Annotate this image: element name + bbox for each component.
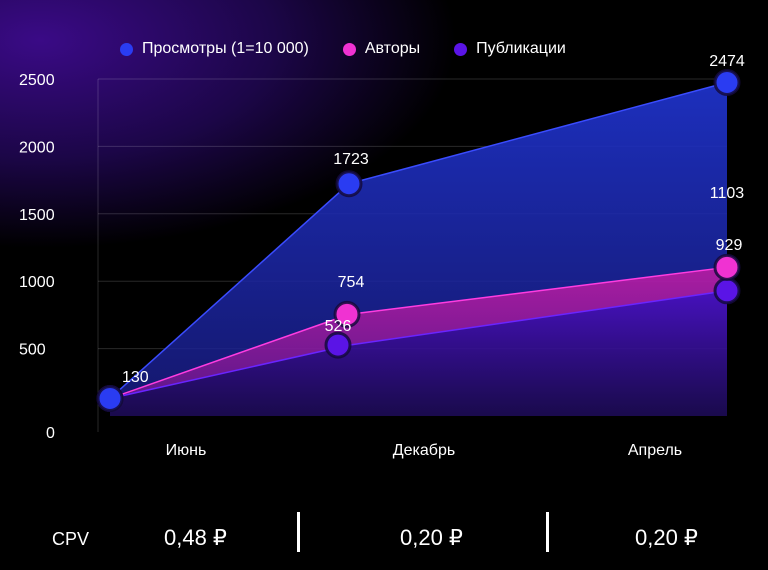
legend-item-authors[interactable]: Авторы [342, 40, 421, 58]
y-tick-label: 2000 [19, 139, 55, 156]
legend-item-views[interactable]: Просмотры (1=10 000) [120, 40, 309, 58]
legend-label: Авторы [364, 40, 421, 57]
y-tick-label: 0 [46, 425, 55, 442]
y-tick-label: 2500 [19, 72, 55, 89]
legend-dot-icon [454, 42, 468, 56]
cpv-value-december: 0,20 ₽ [400, 525, 463, 550]
y-tick-label: 500 [19, 342, 46, 359]
data-label-views: 130 [122, 369, 149, 386]
legend: Просмотры (1=10 000) Авторы Публикации [120, 40, 566, 58]
cpv-value-april: 0,20 ₽ [635, 525, 698, 550]
data-label-views: 2474 [709, 53, 745, 70]
area-band-views [110, 82, 727, 399]
legend-label: Просмотры (1=10 000) [142, 40, 309, 57]
data-point-authors[interactable] [333, 300, 361, 328]
x-tick-label: Апрель [628, 442, 682, 459]
y-tick-label: 1000 [19, 274, 55, 291]
area-chart: 0 500 1000 1500 2000 2500 Июнь Декабрь Апрель 130… [19, 53, 745, 459]
data-point-publications[interactable] [324, 331, 352, 359]
legend-dot-icon [120, 42, 133, 56]
data-point-views[interactable] [335, 170, 363, 198]
cpv-label: CPV [52, 529, 90, 549]
y-tick-label: 1500 [19, 207, 55, 224]
cpv-footer: CPV 0,48 ₽ 0,20 ₽ 0,20 ₽ [0, 505, 768, 565]
divider [297, 512, 300, 552]
data-point-authors[interactable] [713, 253, 741, 281]
data-label-authors: 1103 [710, 185, 745, 202]
legend-label: Публикации [476, 40, 566, 57]
area-band-authors [110, 267, 727, 399]
area-band-publications [110, 290, 727, 416]
data-point-views[interactable] [713, 69, 741, 97]
legend-item-publications[interactable]: Публикации [454, 40, 566, 58]
cpv-value-june: 0,48 ₽ [164, 525, 227, 550]
data-point-publications[interactable] [713, 277, 741, 305]
data-label-views: 1723 [333, 151, 369, 168]
legend-dot-icon [342, 42, 356, 56]
x-tick-label: Июнь [166, 442, 207, 459]
data-point-views[interactable] [96, 384, 124, 412]
data-label-publications: 929 [716, 237, 743, 254]
data-label-authors: 754 [338, 274, 365, 291]
x-tick-label: Декабрь [393, 442, 455, 459]
divider [546, 512, 549, 552]
data-label-publications: 526 [325, 318, 352, 335]
